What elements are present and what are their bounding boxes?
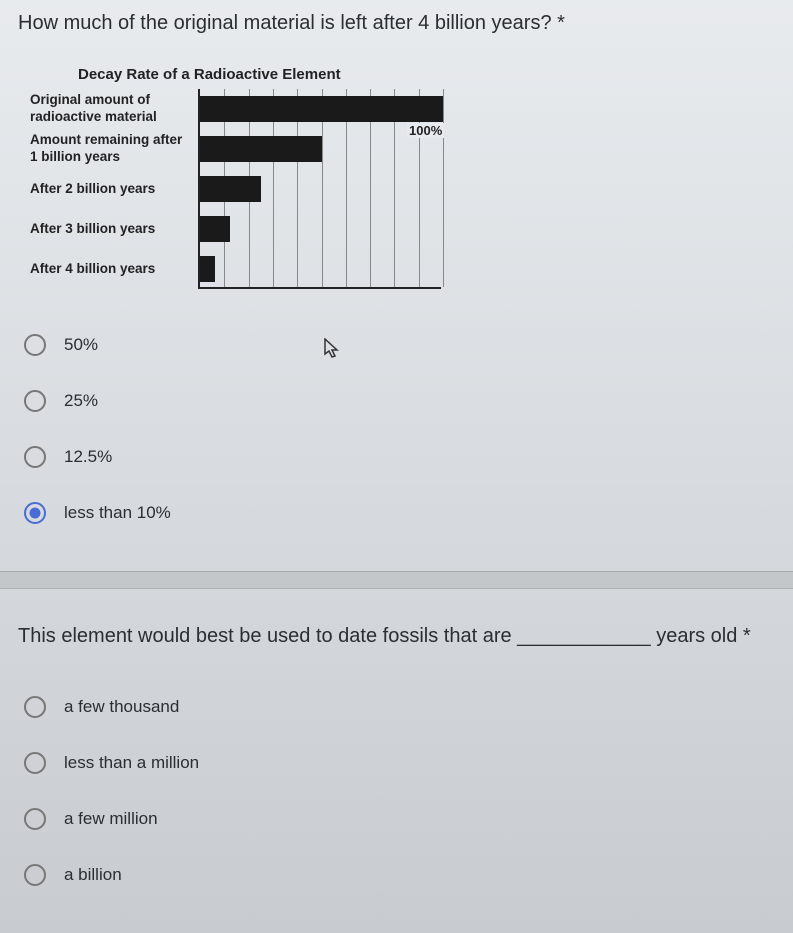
radio-button[interactable] [24,696,46,718]
chart-bar [200,216,230,242]
radio-button[interactable] [24,864,46,886]
question-1-text: How much of the original material is lef… [18,8,775,38]
option-label: a few thousand [64,697,179,717]
chart-category-label: After 2 billion years [30,169,198,209]
radio-button[interactable] [24,502,46,524]
chart-body: Original amount of radioactive materialA… [30,89,775,289]
chart-bar [200,176,261,202]
q1-option-row[interactable]: 12.5% [24,429,775,485]
chart-title: Decay Rate of a Radioactive Element [78,66,775,83]
option-label: 50% [64,335,98,355]
q2-option-row[interactable]: a billion [24,847,775,903]
chart-y-labels: Original amount of radioactive materialA… [30,89,198,289]
option-label: a few million [64,809,158,829]
radio-button[interactable] [24,446,46,468]
chart-category-label: Amount remaining after 1 billion years [30,129,198,169]
question-divider [0,571,793,589]
option-label: 25% [64,391,98,411]
q1-option-row[interactable]: 25% [24,373,775,429]
question-2-text: This element would best be used to date … [18,621,775,651]
q1-option-row[interactable]: less than 10% [24,485,775,541]
option-label: a billion [64,865,122,885]
radio-button[interactable] [24,334,46,356]
option-label: less than a million [64,753,199,773]
chart-bar [200,136,322,162]
option-label: 12.5% [64,447,112,467]
chart-category-label: After 4 billion years [30,249,198,289]
question-1: How much of the original material is lef… [0,0,793,571]
chart-pct-label: 100% [407,123,444,138]
chart-category-label: Original amount of radioactive material [30,89,198,129]
q1-option-row[interactable]: 50% [24,317,775,373]
radio-button[interactable] [24,752,46,774]
question-2: This element would best be used to date … [0,589,793,933]
decay-chart: Decay Rate of a Radioactive Element Orig… [30,66,775,289]
radio-button[interactable] [24,390,46,412]
chart-category-label: After 3 billion years [30,209,198,249]
radio-button[interactable] [24,808,46,830]
q2-option-row[interactable]: a few million [24,791,775,847]
option-label: less than 10% [64,503,171,523]
question-1-options: 50% 25% 12.5% less than 10% [24,317,775,541]
chart-gridline [443,89,444,287]
chart-bar [200,96,443,122]
q2-option-row[interactable]: less than a million [24,735,775,791]
question-2-options: a few thousand less than a million a few m… [24,679,775,903]
chart-plot-area: 100% [198,89,441,289]
q2-option-row[interactable]: a few thousand [24,679,775,735]
chart-bar [200,256,215,282]
